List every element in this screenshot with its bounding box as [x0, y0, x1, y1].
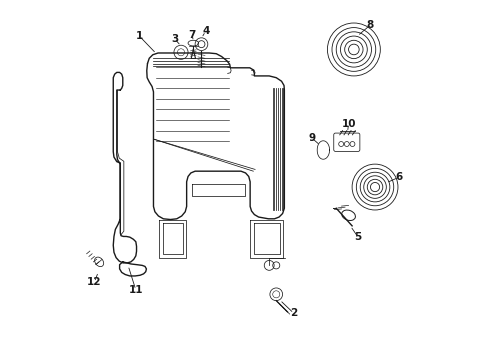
Text: 3: 3 [171, 34, 178, 44]
Text: 4: 4 [202, 26, 209, 36]
Text: 6: 6 [395, 172, 402, 182]
Text: 12: 12 [87, 277, 101, 287]
Text: 7: 7 [188, 30, 196, 40]
Text: 5: 5 [354, 232, 361, 242]
Text: 9: 9 [308, 133, 315, 143]
Text: 11: 11 [128, 285, 143, 295]
Text: 1: 1 [136, 31, 142, 41]
Text: 2: 2 [290, 309, 297, 318]
Text: 8: 8 [366, 21, 373, 31]
Text: 10: 10 [341, 118, 355, 129]
